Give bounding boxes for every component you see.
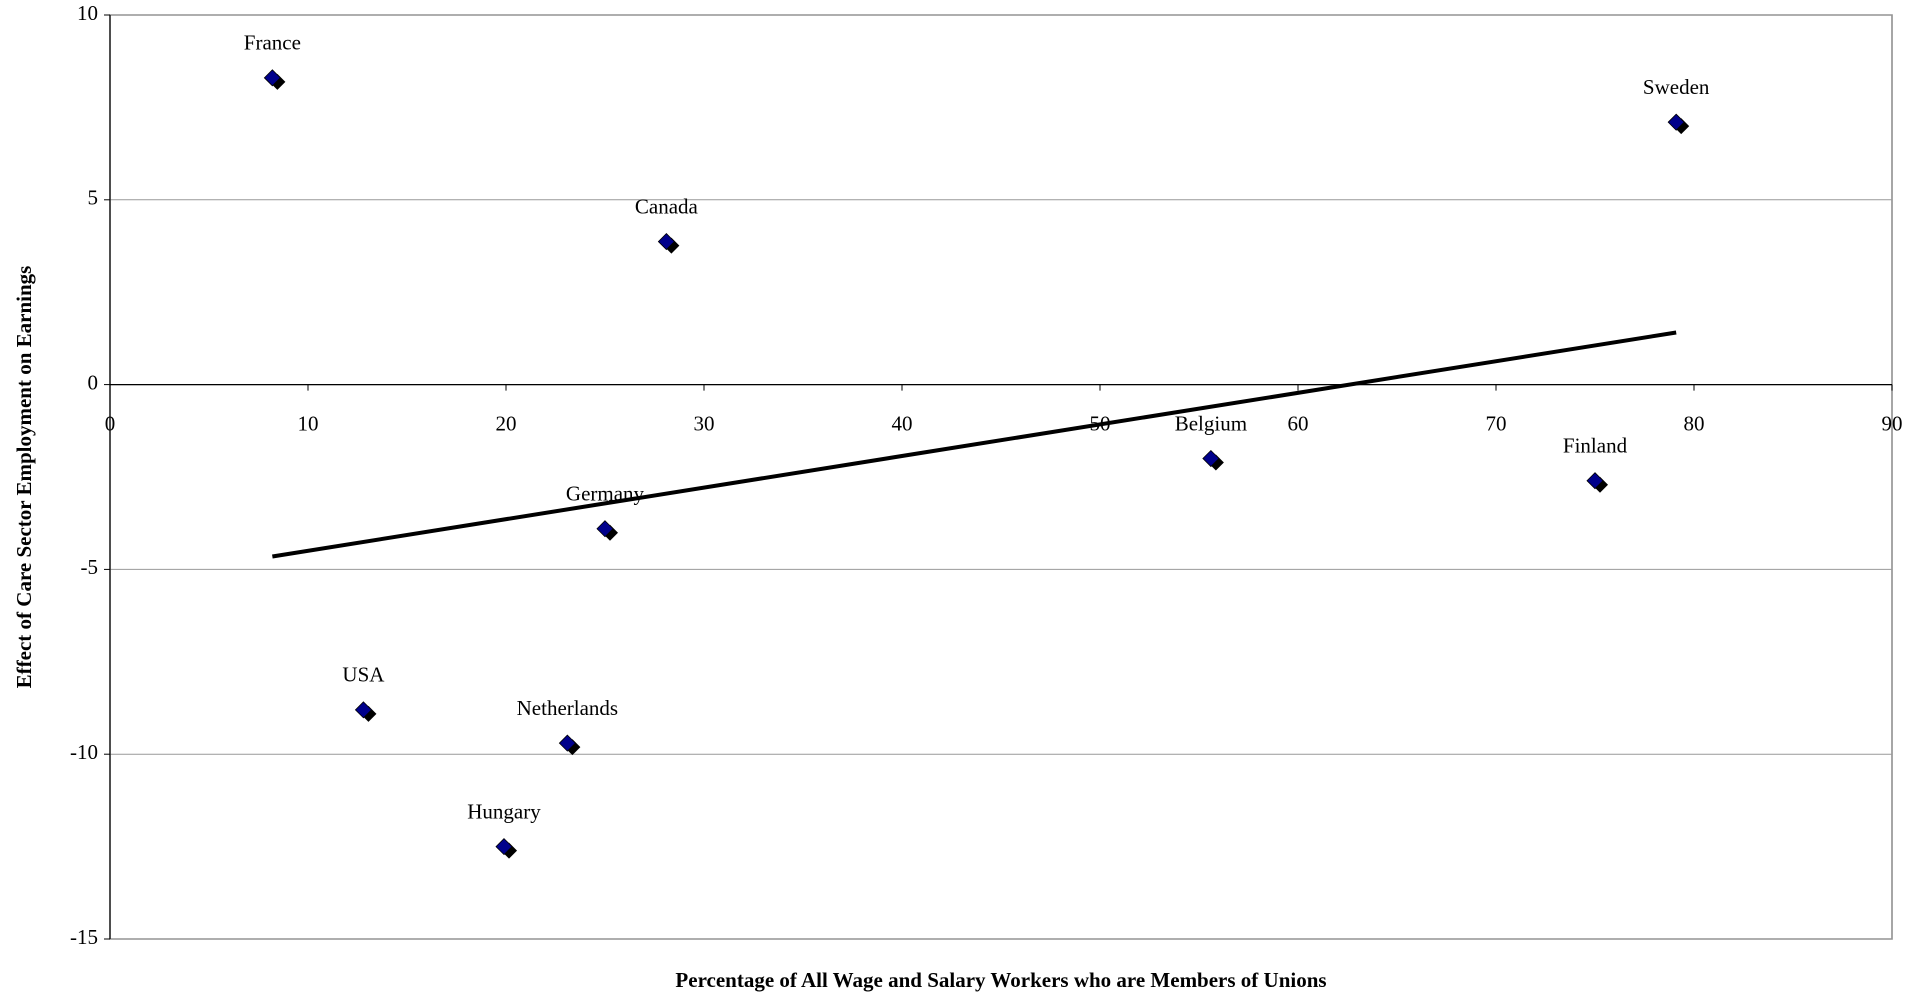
marker xyxy=(558,734,576,752)
marker xyxy=(596,520,614,538)
x-tick-label: 20 xyxy=(496,411,517,435)
y-tick-label: -10 xyxy=(70,740,98,764)
x-tick-label: 80 xyxy=(1684,411,1705,435)
x-tick-label: 30 xyxy=(694,411,715,435)
marker xyxy=(657,232,675,251)
x-tick-label: 70 xyxy=(1486,411,1507,435)
x-tick-label: 0 xyxy=(105,411,116,435)
trendline xyxy=(272,330,1677,559)
x-tick-label: 10 xyxy=(298,411,319,435)
y-tick-label: -15 xyxy=(70,925,98,949)
data-label: USA xyxy=(342,663,385,687)
data-label: Belgium xyxy=(1175,411,1247,435)
data-label: Canada xyxy=(635,194,699,218)
y-tick-label: 5 xyxy=(88,186,99,210)
marker xyxy=(1202,449,1220,468)
marker xyxy=(495,838,513,856)
y-tick-label: 0 xyxy=(88,370,99,394)
marker xyxy=(354,701,373,719)
data-label: Finland xyxy=(1563,434,1628,458)
data-label: Hungary xyxy=(467,799,541,823)
marker xyxy=(1667,113,1685,131)
x-tick-label: 40 xyxy=(892,411,913,435)
y-axis-title: Effect of Care Sector Employment on Earn… xyxy=(12,266,36,689)
x-axis-title: Percentage of All Wage and Salary Worker… xyxy=(675,968,1326,992)
data-label: Netherlands xyxy=(517,696,618,720)
data-label: Germany xyxy=(566,482,645,506)
x-tick-label: 90 xyxy=(1882,411,1903,435)
marker xyxy=(263,69,281,87)
plot-area xyxy=(109,14,1893,940)
marker xyxy=(1586,472,1604,490)
x-tick-label: 60 xyxy=(1288,411,1309,435)
data-label: Sweden xyxy=(1643,75,1710,99)
data-label: France xyxy=(244,31,301,55)
y-tick-label: 10 xyxy=(77,1,98,25)
y-tick-label: -5 xyxy=(81,555,99,579)
